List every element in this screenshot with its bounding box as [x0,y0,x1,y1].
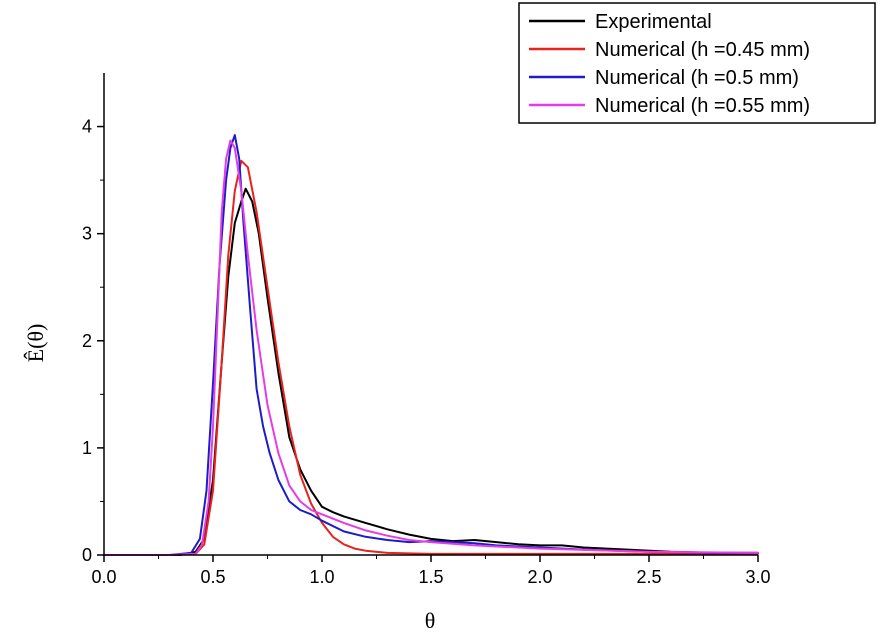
x-tick-label: 1.0 [309,567,334,587]
x-tick-label: 0.5 [200,567,225,587]
y-axis-title: Ê(θ) [23,324,48,363]
plot-lines [103,134,759,556]
x-tick-label: 2.0 [527,567,552,587]
x-tick-label: 0.0 [91,567,116,587]
series-line-4 [103,139,759,556]
axes: 0.0 0.5 1.0 1.5 2.0 2.5 3.0 0 1 2 3 4 [82,73,771,587]
y-tick-label: 3 [82,224,92,244]
legend-box [518,2,876,124]
legend-label-4: Numerical (h =0.55 mm) [595,95,810,117]
series-line-1 [103,187,759,556]
series-line-3 [103,134,759,556]
legend-label-2: Numerical (h =0.45 mm) [595,39,810,61]
y-tick-label: 4 [82,117,92,137]
y-tick-label: 1 [82,438,92,458]
x-tick-label: 3.0 [745,567,770,587]
legend-label-1: Experimental [595,11,712,33]
y-tick-label: 2 [82,331,92,351]
y-tick-label: 0 [82,545,92,565]
x-tick-label: 2.5 [636,567,661,587]
legend: Experimental Numerical (h =0.45 mm) Numeri… [518,2,876,124]
x-tick-label: 1.5 [418,567,443,587]
series-line-2 [103,159,759,556]
x-axis-title: θ [425,608,436,633]
legend-label-3: Numerical (h =0.5 mm) [595,67,799,89]
